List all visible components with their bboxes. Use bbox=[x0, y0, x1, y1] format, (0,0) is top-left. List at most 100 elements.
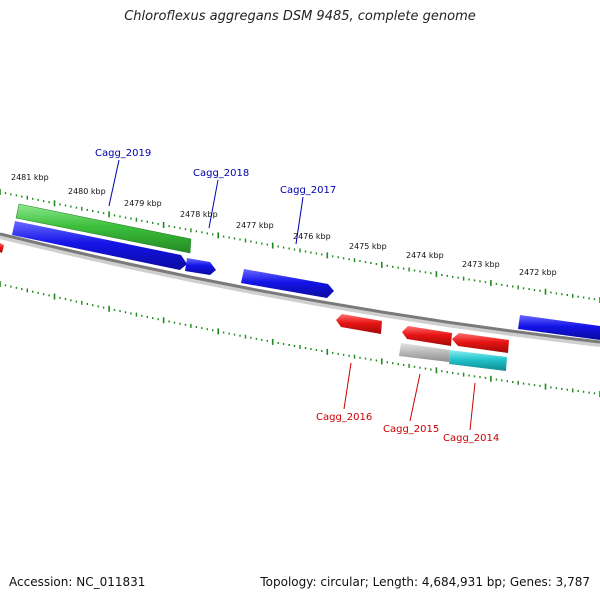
scale-reverse-tick bbox=[195, 326, 198, 328]
scale-reverse-tick bbox=[408, 363, 410, 368]
rna-gene-green[interactable] bbox=[15, 203, 192, 254]
scale-forward-tick bbox=[397, 266, 399, 269]
scale-forward-tick bbox=[364, 261, 367, 264]
scale-forward-tick bbox=[48, 201, 50, 204]
scale-reverse-tick bbox=[446, 371, 448, 374]
gene-blue-4[interactable] bbox=[518, 315, 600, 340]
backbone-shadow bbox=[0, 233, 600, 347]
gene-blue-2[interactable] bbox=[185, 258, 216, 275]
scale-reverse-tick bbox=[21, 288, 23, 291]
scale-forward-tick bbox=[75, 206, 78, 209]
gene-red-left-edge[interactable] bbox=[0, 243, 4, 253]
scale-forward-tick bbox=[424, 271, 427, 274]
scale-reverse-tick bbox=[326, 348, 329, 355]
scale-reverse-tick bbox=[397, 363, 399, 366]
scale-label-2479-kbp: 2479 kbp bbox=[124, 199, 162, 208]
scale-reverse-tick bbox=[555, 387, 558, 390]
scale-reverse-tick bbox=[293, 345, 296, 347]
scale-forward-tick bbox=[59, 203, 61, 206]
scale-reverse-tick bbox=[271, 338, 274, 345]
gene-blue-1[interactable] bbox=[12, 221, 187, 270]
gene-cyan[interactable] bbox=[449, 350, 507, 371]
scale-forward-tick bbox=[0, 189, 1, 195]
gene-grey-pseudo[interactable] bbox=[399, 343, 450, 362]
accession-label: Accession: NC_011831 bbox=[9, 575, 146, 589]
scale-reverse-tick bbox=[97, 305, 99, 308]
scale-reverse-tick bbox=[42, 293, 45, 296]
scale-reverse-tick bbox=[299, 345, 301, 349]
gene-label-cagg-2014[interactable]: Cagg_2014 bbox=[443, 433, 499, 444]
scale-reverse-tick bbox=[539, 384, 541, 387]
scale-reverse-tick bbox=[561, 387, 563, 390]
map-title: Chloroflexus aggregans DSM 9485, complet… bbox=[124, 9, 476, 24]
scale-reverse-tick bbox=[113, 308, 116, 311]
gene-label-cagg-2016[interactable]: Cagg_2016 bbox=[316, 412, 372, 423]
scale-reverse-tick bbox=[130, 312, 132, 315]
gene-red-cagg-2015[interactable] bbox=[402, 326, 452, 346]
scale-reverse-tick bbox=[386, 361, 388, 364]
scale-forward-tick bbox=[457, 276, 459, 279]
scale-label-2480-kbp: 2480 kbp bbox=[68, 187, 106, 196]
scale-forward-tick bbox=[26, 195, 28, 200]
scale-reverse-tick bbox=[261, 338, 263, 341]
scale-reverse-tick bbox=[310, 348, 312, 350]
gene-red-cagg-2016[interactable] bbox=[336, 314, 382, 334]
scale-forward-tick bbox=[141, 219, 143, 222]
scale-reverse-tick bbox=[173, 321, 176, 324]
scale-label-2475-kbp: 2475 kbp bbox=[349, 242, 387, 251]
scale-forward-tick bbox=[10, 193, 12, 196]
gene-label-cagg-2015[interactable]: Cagg_2015 bbox=[383, 424, 439, 435]
scale-forward-tick bbox=[299, 248, 301, 253]
scale-reverse-tick bbox=[517, 380, 519, 385]
scale-forward-tick bbox=[81, 206, 83, 211]
scale-forward-tick bbox=[102, 212, 105, 215]
scale-forward-tick bbox=[217, 232, 219, 239]
scale-reverse-tick bbox=[184, 323, 187, 326]
scale-forward-tick bbox=[468, 278, 470, 281]
scale-reverse-tick bbox=[157, 318, 159, 321]
scale-reverse-tick bbox=[512, 381, 514, 383]
scale-forward-tick bbox=[588, 297, 590, 300]
scale-forward-tick bbox=[15, 194, 18, 197]
scale-forward-tick bbox=[250, 240, 252, 243]
scale-forward-tick bbox=[304, 250, 307, 253]
scale-label-2473-kbp: 2473 kbp bbox=[462, 260, 500, 269]
gene-label-cagg-2019[interactable]: Cagg_2019 bbox=[95, 148, 151, 159]
scale-forward-tick bbox=[582, 296, 585, 299]
gene-label-cagg-2018[interactable]: Cagg_2018 bbox=[193, 168, 249, 179]
scale-forward-tick bbox=[173, 226, 176, 229]
scale-forward-tick bbox=[32, 197, 34, 200]
scale-reverse-tick bbox=[566, 388, 568, 391]
scale-forward-tick bbox=[195, 230, 198, 233]
scale-forward-tick bbox=[113, 214, 116, 217]
scale-forward-tick bbox=[222, 235, 225, 238]
scale-reverse-tick bbox=[452, 371, 454, 374]
gene-label-cagg-2017[interactable]: Cagg_2017 bbox=[280, 185, 336, 196]
scale-forward-tick bbox=[332, 255, 334, 258]
scale-forward-tick bbox=[244, 238, 247, 243]
scale-forward-tick bbox=[92, 210, 94, 212]
gene-red-cagg-2014[interactable] bbox=[452, 333, 509, 353]
scale-reverse-tick bbox=[522, 382, 525, 385]
scale-forward-tick bbox=[501, 283, 503, 286]
scale-forward-tick bbox=[539, 289, 541, 292]
scale-forward-tick bbox=[70, 205, 72, 208]
scale-reverse-tick bbox=[550, 386, 552, 389]
scale-reverse-tick bbox=[304, 347, 307, 349]
scale-reverse-tick bbox=[419, 366, 421, 369]
scale-forward-tick bbox=[408, 267, 410, 272]
scale-reverse-tick bbox=[577, 390, 579, 393]
scale-reverse-tick bbox=[102, 306, 105, 309]
scale-reverse-tick bbox=[370, 358, 372, 361]
scale-reverse-tick bbox=[26, 288, 28, 293]
gene-blue-3[interactable] bbox=[241, 269, 334, 298]
scale-reverse-tick bbox=[501, 379, 503, 382]
scale-forward-tick bbox=[375, 263, 378, 265]
scale-forward-tick bbox=[288, 247, 290, 250]
scale-reverse-tick bbox=[435, 367, 438, 374]
scale-reverse-tick bbox=[86, 303, 88, 305]
scale-reverse-tick bbox=[582, 390, 585, 393]
scale-forward-tick bbox=[37, 198, 39, 201]
scale-reverse-tick bbox=[544, 383, 547, 390]
scale-forward-tick bbox=[473, 279, 476, 282]
